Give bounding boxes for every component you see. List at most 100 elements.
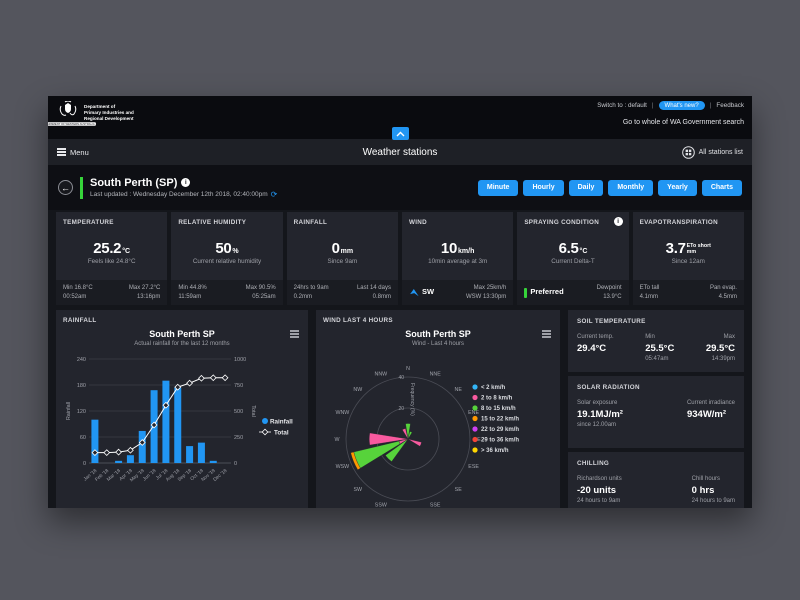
range-button-hourly[interactable]: Hourly [523,179,564,196]
back-button[interactable]: ← [58,180,73,195]
legend-swatch[interactable] [472,394,478,401]
range-buttons: Minute Hourly Daily Monthly Yearly Charts [477,179,742,196]
wind-chart-subtitle: Wind - Last 4 hours [411,341,465,347]
y-axis-tick: 240 [77,357,86,363]
range-button-charts[interactable]: Charts [701,179,742,196]
refresh-icon[interactable]: ⟳ [270,189,278,199]
chart-context-menu-icon[interactable] [290,330,299,338]
page-title: Weather stations [362,146,438,158]
total-marker [138,439,146,446]
divider: | [709,102,712,109]
footer-line: 05:25am [252,293,276,300]
legend-label-total[interactable]: Total [274,430,289,437]
legend-label[interactable]: 8 to 15 km/h [481,406,516,412]
legend-swatch[interactable] [472,436,478,443]
footer-line: 4.1mm [639,293,658,300]
footer-line: Dewpoint [596,285,622,292]
range-button-daily[interactable]: Daily [568,179,604,196]
rainfall-chart-title: South Perth SP [149,329,215,339]
legend-label[interactable]: < 2 km/h [481,385,506,391]
compass-label: NW [353,387,362,393]
card-value-area: 25.2 °C Feels like 24.8°C [56,226,167,280]
card-unit: mm [340,247,354,255]
total-marker [174,383,182,391]
card-footer-left: SW [409,287,434,298]
card-value-area: 50% Current relative humidity [171,226,282,280]
legend-label[interactable]: 15 to 22 km/h [481,417,519,423]
range-button-monthly[interactable]: Monthly [608,179,654,196]
stat-subtext: since 12.00am [577,422,617,428]
chart-context-menu-icon[interactable] [542,330,551,338]
y-axis-title: Rainfall [66,402,72,420]
stat-value: 29.5°C [705,342,735,354]
card-value-row: 10 km/h [441,240,474,257]
rainfall-bar [197,442,205,463]
hamburger-icon [57,148,66,156]
card-subtext: Current relative humidity [192,257,262,265]
card-footer: Preferred Dewpoint 13.9°C [517,280,629,305]
rainfall-bar [126,455,134,463]
range-button-yearly[interactable]: Yearly [658,179,697,196]
card-subtext: Since 12am [671,257,705,265]
total-marker [198,374,205,382]
card-footer-right: Max 27.2°C 13:16pm [129,284,160,301]
stat-cell: Chill hours 0 hrs 24 hours to 9am [692,476,735,504]
rainfall-bar-chart: 0 0 60 250 120 500 180 750 240 1000 Rainfall Total J… [66,357,293,483]
legend-label[interactable]: 2 to 8 km/h [481,396,513,402]
card-value-row: 50% [215,240,238,257]
compass-label: ENE [468,410,479,416]
card-value: 6.5 [558,239,579,257]
station-info-icon[interactable]: i [181,178,191,187]
card-footer-right: Max 25km/h WSW 13:30pm [466,284,506,301]
stat-cell: Richardson units -20 units 24 hours to 9am [577,476,622,504]
card-unit: % [232,247,239,255]
footer-line: Last 14 days [356,285,391,292]
card-footer-right: Last 14 days 0.8mm [357,284,391,301]
switch-to-link[interactable]: Switch to : default [597,102,647,109]
menu-button[interactable]: Menu [57,148,89,157]
footer-line: 24hrs to 9am [293,285,329,292]
compass-label: N [406,366,410,372]
collapse-header-button[interactable] [392,127,409,140]
rainfall-bar [138,430,146,463]
card-footer-left: Preferred [524,287,564,298]
y2-axis-tick: 500 [234,409,243,415]
whats-new-button[interactable]: What's new? [658,101,705,110]
feedback-link[interactable]: Feedback [716,102,744,109]
stat-value: 0 hrs [691,484,715,496]
legend-swatch[interactable] [472,426,478,432]
card-columns: Solar exposure 19.1MJ/m² since 12.00am Curr… [577,400,735,428]
legend-swatch[interactable] [472,415,478,422]
total-marker [150,421,158,429]
legend-swatch[interactable] [472,447,478,453]
card-value: 25.2 [93,239,122,257]
footer-line: ETo tall [639,285,660,292]
card-solar: SOLAR RADIATION Solar exposure 19.1MJ/m² si… [568,376,744,448]
footer-line: 4.5mm [718,293,737,300]
footer-line: 0.8mm [372,293,391,300]
legend-label[interactable]: 29 to 36 km/h [481,438,519,444]
rainfall-panel-title: RAINFALL [63,317,97,324]
card-title-chilling: CHILLING [577,460,610,467]
wa-gov-logo[interactable]: GOVERNMENT OF WESTERN AUSTRALIA Departme… [48,101,134,139]
legend-label-rainfall[interactable]: Rainfall [270,419,293,426]
card-footer-left: 24hrs to 9am 0.2mm [294,284,329,301]
card-temperature: TEMPERATURE 25.2 °C Feels like 24.8°C Min 16… [56,212,168,305]
stations-grid-icon [681,145,695,159]
card-value-area: 3.7 ETo short mm Since 12am [633,226,744,280]
rainfall-chart-panel: RAINFALL South Perth SP Actual rainfall … [56,310,308,508]
gov-search-link[interactable]: Go to whole of WA Government search [622,119,744,126]
legend-swatch-rainfall[interactable] [262,418,268,424]
legend-label[interactable]: 22 to 29 km/h [481,427,519,433]
range-button-minute[interactable]: Minute [477,179,519,196]
legend-label[interactable]: > 36 km/h [481,448,509,454]
card-footer: 24hrs to 9am 0.2mm Last 14 days 0.8mm [286,280,398,305]
footer-line: 13:16pm [136,293,161,300]
card-value-area: 6.5 °C Current Delta-T [517,226,628,280]
footer-line: Min 44.8% [178,285,207,292]
legend-swatch[interactable] [472,405,478,411]
all-stations-list-button[interactable]: All stations list [681,145,743,159]
legend-swatch[interactable] [472,384,478,390]
info-icon[interactable]: i [613,217,623,226]
stat-label: Min [645,334,655,340]
